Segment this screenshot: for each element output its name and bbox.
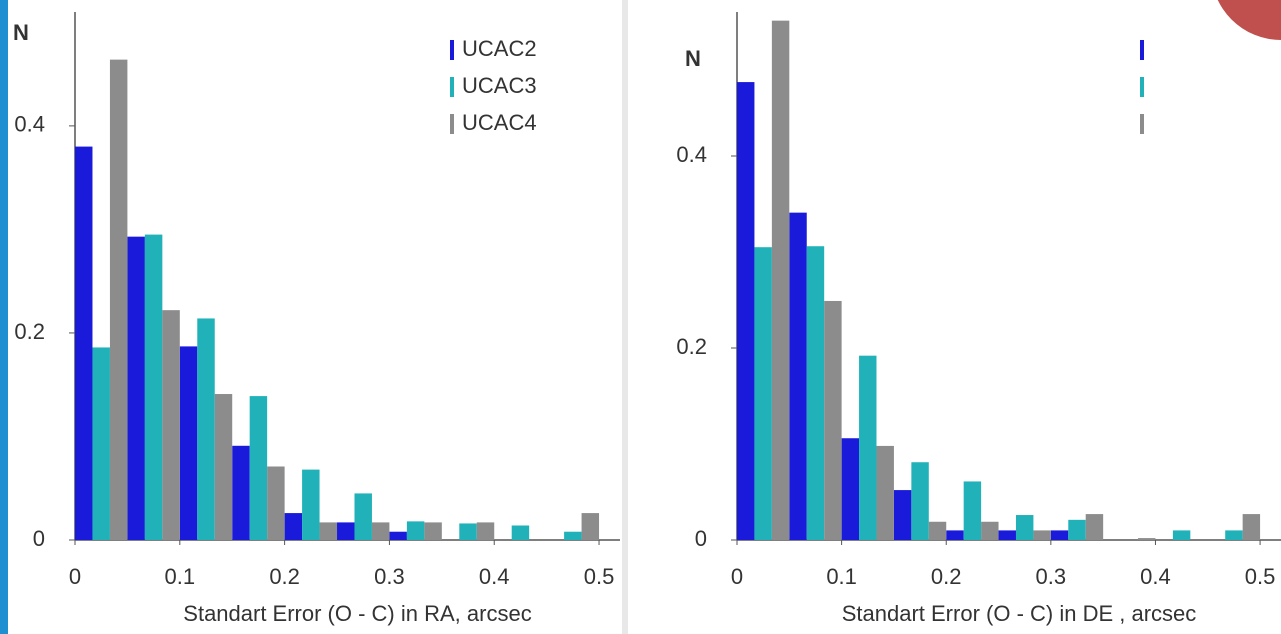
bar [267,466,285,540]
x-tick-label: 0.2 [269,564,300,589]
x-tick-label: 0.4 [479,564,510,589]
y-axis-label: N [685,46,701,71]
bar [476,522,495,540]
y-tick-label: 0.2 [14,319,45,344]
bar [789,212,807,540]
x-tick-label: 0.1 [165,564,196,589]
bar [806,246,825,541]
bar [564,531,582,540]
bar [459,523,477,540]
bar [232,445,250,540]
x-tick-label: 0 [69,564,81,589]
bar [998,530,1016,540]
bar [841,438,860,540]
bar [302,469,320,540]
bar [1033,530,1051,540]
bar [946,530,964,540]
x-tick-label: 0.4 [1140,564,1171,589]
panel-divider [622,0,628,634]
legend-swatch [450,40,454,60]
bar [284,513,303,540]
bar [1068,519,1086,540]
legend-label: UCAC4 [462,110,537,135]
bar [179,346,198,540]
bar [354,493,372,540]
bar [214,394,233,540]
x-tick-label: 0 [731,564,743,589]
y-tick-label: 0.4 [14,112,45,137]
legend-swatch [450,77,454,97]
bar [928,521,947,540]
bar [1050,530,1069,540]
legend-swatch [1140,40,1144,60]
bar [963,481,982,540]
bar [911,462,929,540]
legend-swatch [1140,114,1144,134]
x-axis-label: Standart Error (O - C) in RA, arcsec [183,601,531,626]
bar [737,82,755,540]
bar [319,522,338,540]
x-axis-label: Standart Error (O - C) in DE , arcsec [842,601,1197,626]
decor-circle [1217,0,1281,40]
edge-strip [0,0,8,634]
legend-label: UCAC3 [462,73,537,98]
y-axis-label: N [13,20,29,45]
bar [1242,514,1261,540]
y-tick-label: 0.4 [676,142,707,167]
legend-swatch [450,114,454,134]
bar [75,146,93,540]
bar [1172,530,1191,540]
bar [771,20,790,540]
bar [859,355,877,540]
y-tick-label: 0 [695,526,707,551]
bar [981,521,999,540]
x-tick-label: 0.2 [931,564,962,589]
legend-swatch [1140,77,1144,97]
bar [109,59,128,540]
bar [249,396,268,540]
bar [581,513,600,540]
x-tick-label: 0.5 [1245,564,1276,589]
bar [127,236,145,541]
x-tick-label: 0.1 [826,564,857,589]
bar [144,234,163,540]
bar [371,522,390,540]
bar [893,490,912,540]
bar [406,521,425,540]
bar [754,247,772,540]
bar [511,525,530,540]
bar [1138,538,1156,540]
bar [162,310,180,540]
bar [1225,530,1243,540]
bar [1085,514,1104,540]
y-tick-label: 0 [33,526,45,551]
bar [1015,515,1034,540]
bar [92,347,110,540]
bar [197,318,215,540]
legend-label: UCAC2 [462,36,537,61]
x-tick-label: 0.3 [374,564,405,589]
bar [337,522,355,540]
bar [876,445,894,540]
y-tick-label: 0.2 [676,334,707,359]
x-tick-label: 0.5 [584,564,615,589]
x-tick-label: 0.3 [1036,564,1067,589]
bar [424,522,442,540]
bar [824,300,842,540]
bar [389,531,407,540]
